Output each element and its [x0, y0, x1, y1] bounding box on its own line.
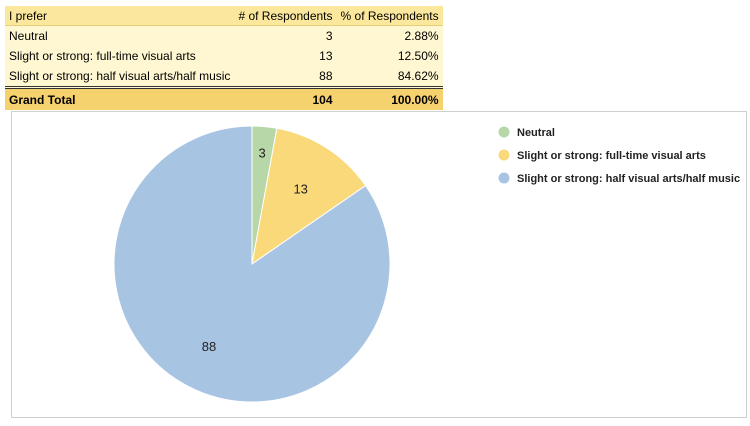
- pie-slice-label: 3: [258, 146, 265, 161]
- row-percent: 12.50%: [336, 46, 443, 66]
- legend-swatch: [498, 172, 510, 184]
- legend-swatch: [498, 149, 510, 161]
- summary-table: I prefer # of Respondents % of Responden…: [5, 6, 443, 110]
- table-header-row: I prefer # of Respondents % of Responden…: [5, 6, 443, 26]
- chart-panel: 3 13 88 Neutral Slight or strong: full-time…: [11, 111, 747, 418]
- pie-slice: [251, 127, 367, 266]
- header-i-prefer: I prefer: [5, 6, 235, 26]
- row-percent: 2.88%: [336, 25, 443, 46]
- total-count: 104: [234, 87, 337, 110]
- grand-total-row: Grand Total 104 100.00%: [5, 87, 443, 110]
- header-respondents-count: # of Respondents: [234, 6, 337, 26]
- total-percent: 100.00%: [336, 87, 443, 110]
- table-row: Neutral 3 2.88%: [5, 25, 443, 46]
- chart-legend: Neutral Slight or strong: full-time visua…: [498, 126, 740, 185]
- pie-chart: 3 13 88 Neutral Slight or strong: full-time…: [113, 125, 740, 403]
- legend-swatch: [498, 126, 510, 138]
- row-count: 3: [234, 25, 337, 46]
- table-row: Slight or strong: half visual arts/half …: [5, 66, 443, 89]
- legend-label: Slight or strong: full-time visual arts: [517, 150, 706, 162]
- pie-slices: [113, 125, 391, 403]
- row-label: Slight or strong: half visual arts/half …: [5, 66, 235, 89]
- row-count: 88: [234, 66, 337, 89]
- row-count: 13: [234, 46, 337, 66]
- row-label: Slight or strong: full-time visual arts: [5, 46, 235, 66]
- pie-slice: [113, 125, 391, 403]
- row-percent: 84.62%: [336, 66, 443, 89]
- row-label: Neutral: [5, 25, 235, 46]
- total-label: Grand Total: [5, 87, 235, 110]
- pie-slice-label: 13: [293, 182, 307, 197]
- pie-slice-label: 88: [202, 339, 216, 354]
- legend-label: Slight or strong: half visual arts/half …: [517, 173, 740, 185]
- legend-label: Neutral: [517, 127, 555, 139]
- table-row: Slight or strong: full-time visual arts …: [5, 46, 443, 66]
- pie-data-labels: 3 13 88: [202, 146, 308, 354]
- header-respondents-percent: % of Respondents: [336, 6, 443, 26]
